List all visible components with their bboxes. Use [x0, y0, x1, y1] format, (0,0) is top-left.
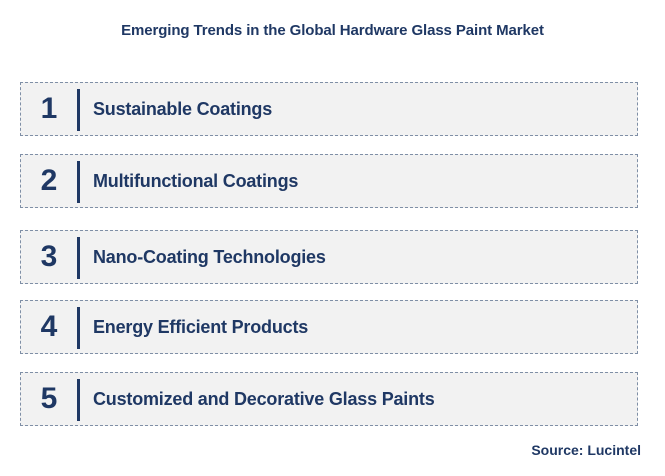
- trend-label: Sustainable Coatings: [93, 98, 273, 119]
- source-note: Source: Lucintel: [531, 442, 641, 458]
- trend-item-2: 2 Multifunctional Coatings: [20, 154, 638, 208]
- trend-item-4: 4 Energy Efficient Products: [20, 300, 638, 354]
- trend-number: 4: [40, 310, 58, 343]
- trend-label: Nano-Coating Technologies: [93, 246, 326, 267]
- trend-label: Energy Efficient Products: [93, 316, 309, 337]
- trend-label: Customized and Decorative Glass Paints: [93, 388, 435, 409]
- trend-item-5: 5 Customized and Decorative Glass Paints: [20, 372, 638, 426]
- trend-number: 1: [40, 92, 58, 125]
- trend-number: 2: [40, 164, 58, 197]
- trend-number: 5: [40, 382, 58, 415]
- divider-bar: [77, 379, 80, 421]
- diagram-title: Emerging Trends in the Global Hardware G…: [121, 22, 544, 39]
- trend-label: Multifunctional Coatings: [93, 170, 299, 191]
- divider-bar: [77, 237, 80, 279]
- divider-bar: [77, 161, 80, 203]
- divider-bar: [77, 89, 80, 131]
- trend-item-3: 3 Nano-Coating Technologies: [20, 230, 638, 284]
- divider-bar: [77, 307, 80, 349]
- trend-item-1: 1 Sustainable Coatings: [20, 82, 638, 136]
- trend-number: 3: [40, 240, 58, 273]
